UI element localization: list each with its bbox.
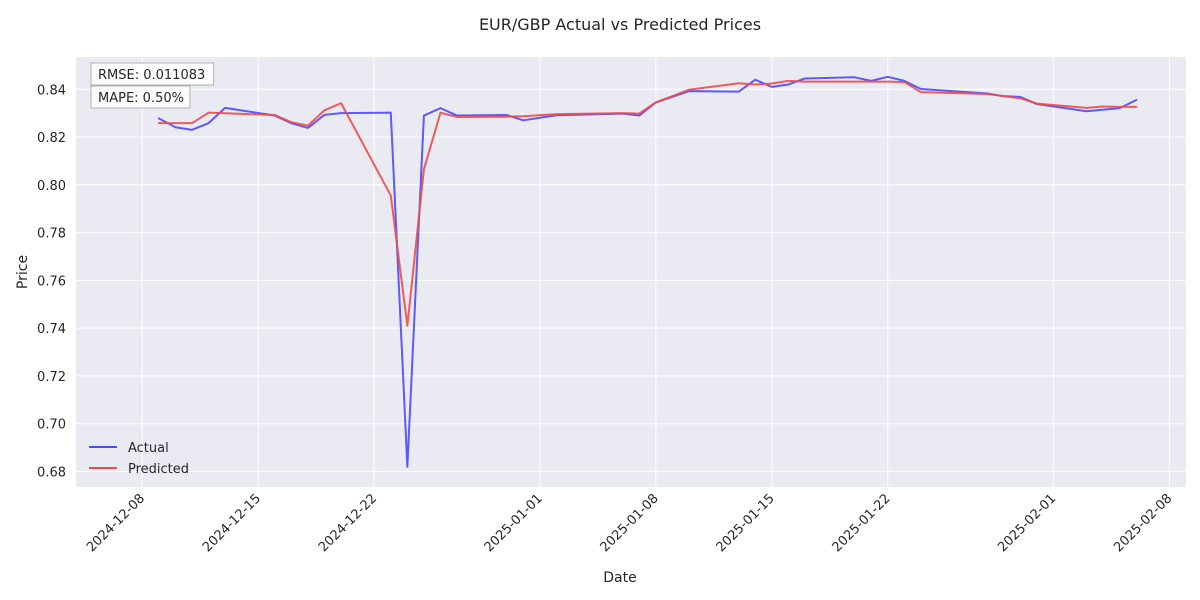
series-line-actual	[157, 75, 1138, 468]
y-tick-label: 0.68	[37, 465, 66, 480]
metric-label: RMSE: 0.011083	[98, 68, 205, 83]
y-tick-label: 0.74	[37, 322, 66, 337]
y-tick-label: 0.78	[37, 227, 66, 242]
metrics-annotations: RMSE: 0.011083 MAPE: 0.50%	[90, 62, 215, 109]
metric-box	[90, 85, 191, 109]
y-axis-title: Price	[15, 255, 31, 289]
y-tick-label: 0.72	[37, 370, 66, 385]
grid	[76, 57, 1186, 487]
plot-area	[76, 57, 1186, 487]
y-axis: 0.68 0.70 0.72 0.74 0.76 0.78 0.80 0.82 0.84	[37, 83, 66, 480]
legend: Actual Predicted	[89, 441, 189, 477]
y-tick-label: 0.82	[37, 131, 66, 146]
legend-label-predicted: Predicted	[128, 462, 189, 477]
legend-label-actual: Actual	[128, 441, 169, 456]
metric-box	[90, 62, 215, 86]
metric-label: MAPE: 0.50%	[98, 91, 184, 106]
y-tick-label: 0.80	[37, 179, 66, 194]
y-tick-label: 0.84	[37, 83, 66, 98]
series-layer	[157, 75, 1138, 468]
y-tick-label: 0.76	[37, 274, 66, 289]
series-line-predicted	[157, 79, 1138, 327]
x-axis-title: Date	[603, 570, 636, 586]
chart-title: EUR/GBP Actual vs Predicted Prices	[479, 15, 761, 34]
y-tick-label: 0.70	[37, 418, 66, 433]
